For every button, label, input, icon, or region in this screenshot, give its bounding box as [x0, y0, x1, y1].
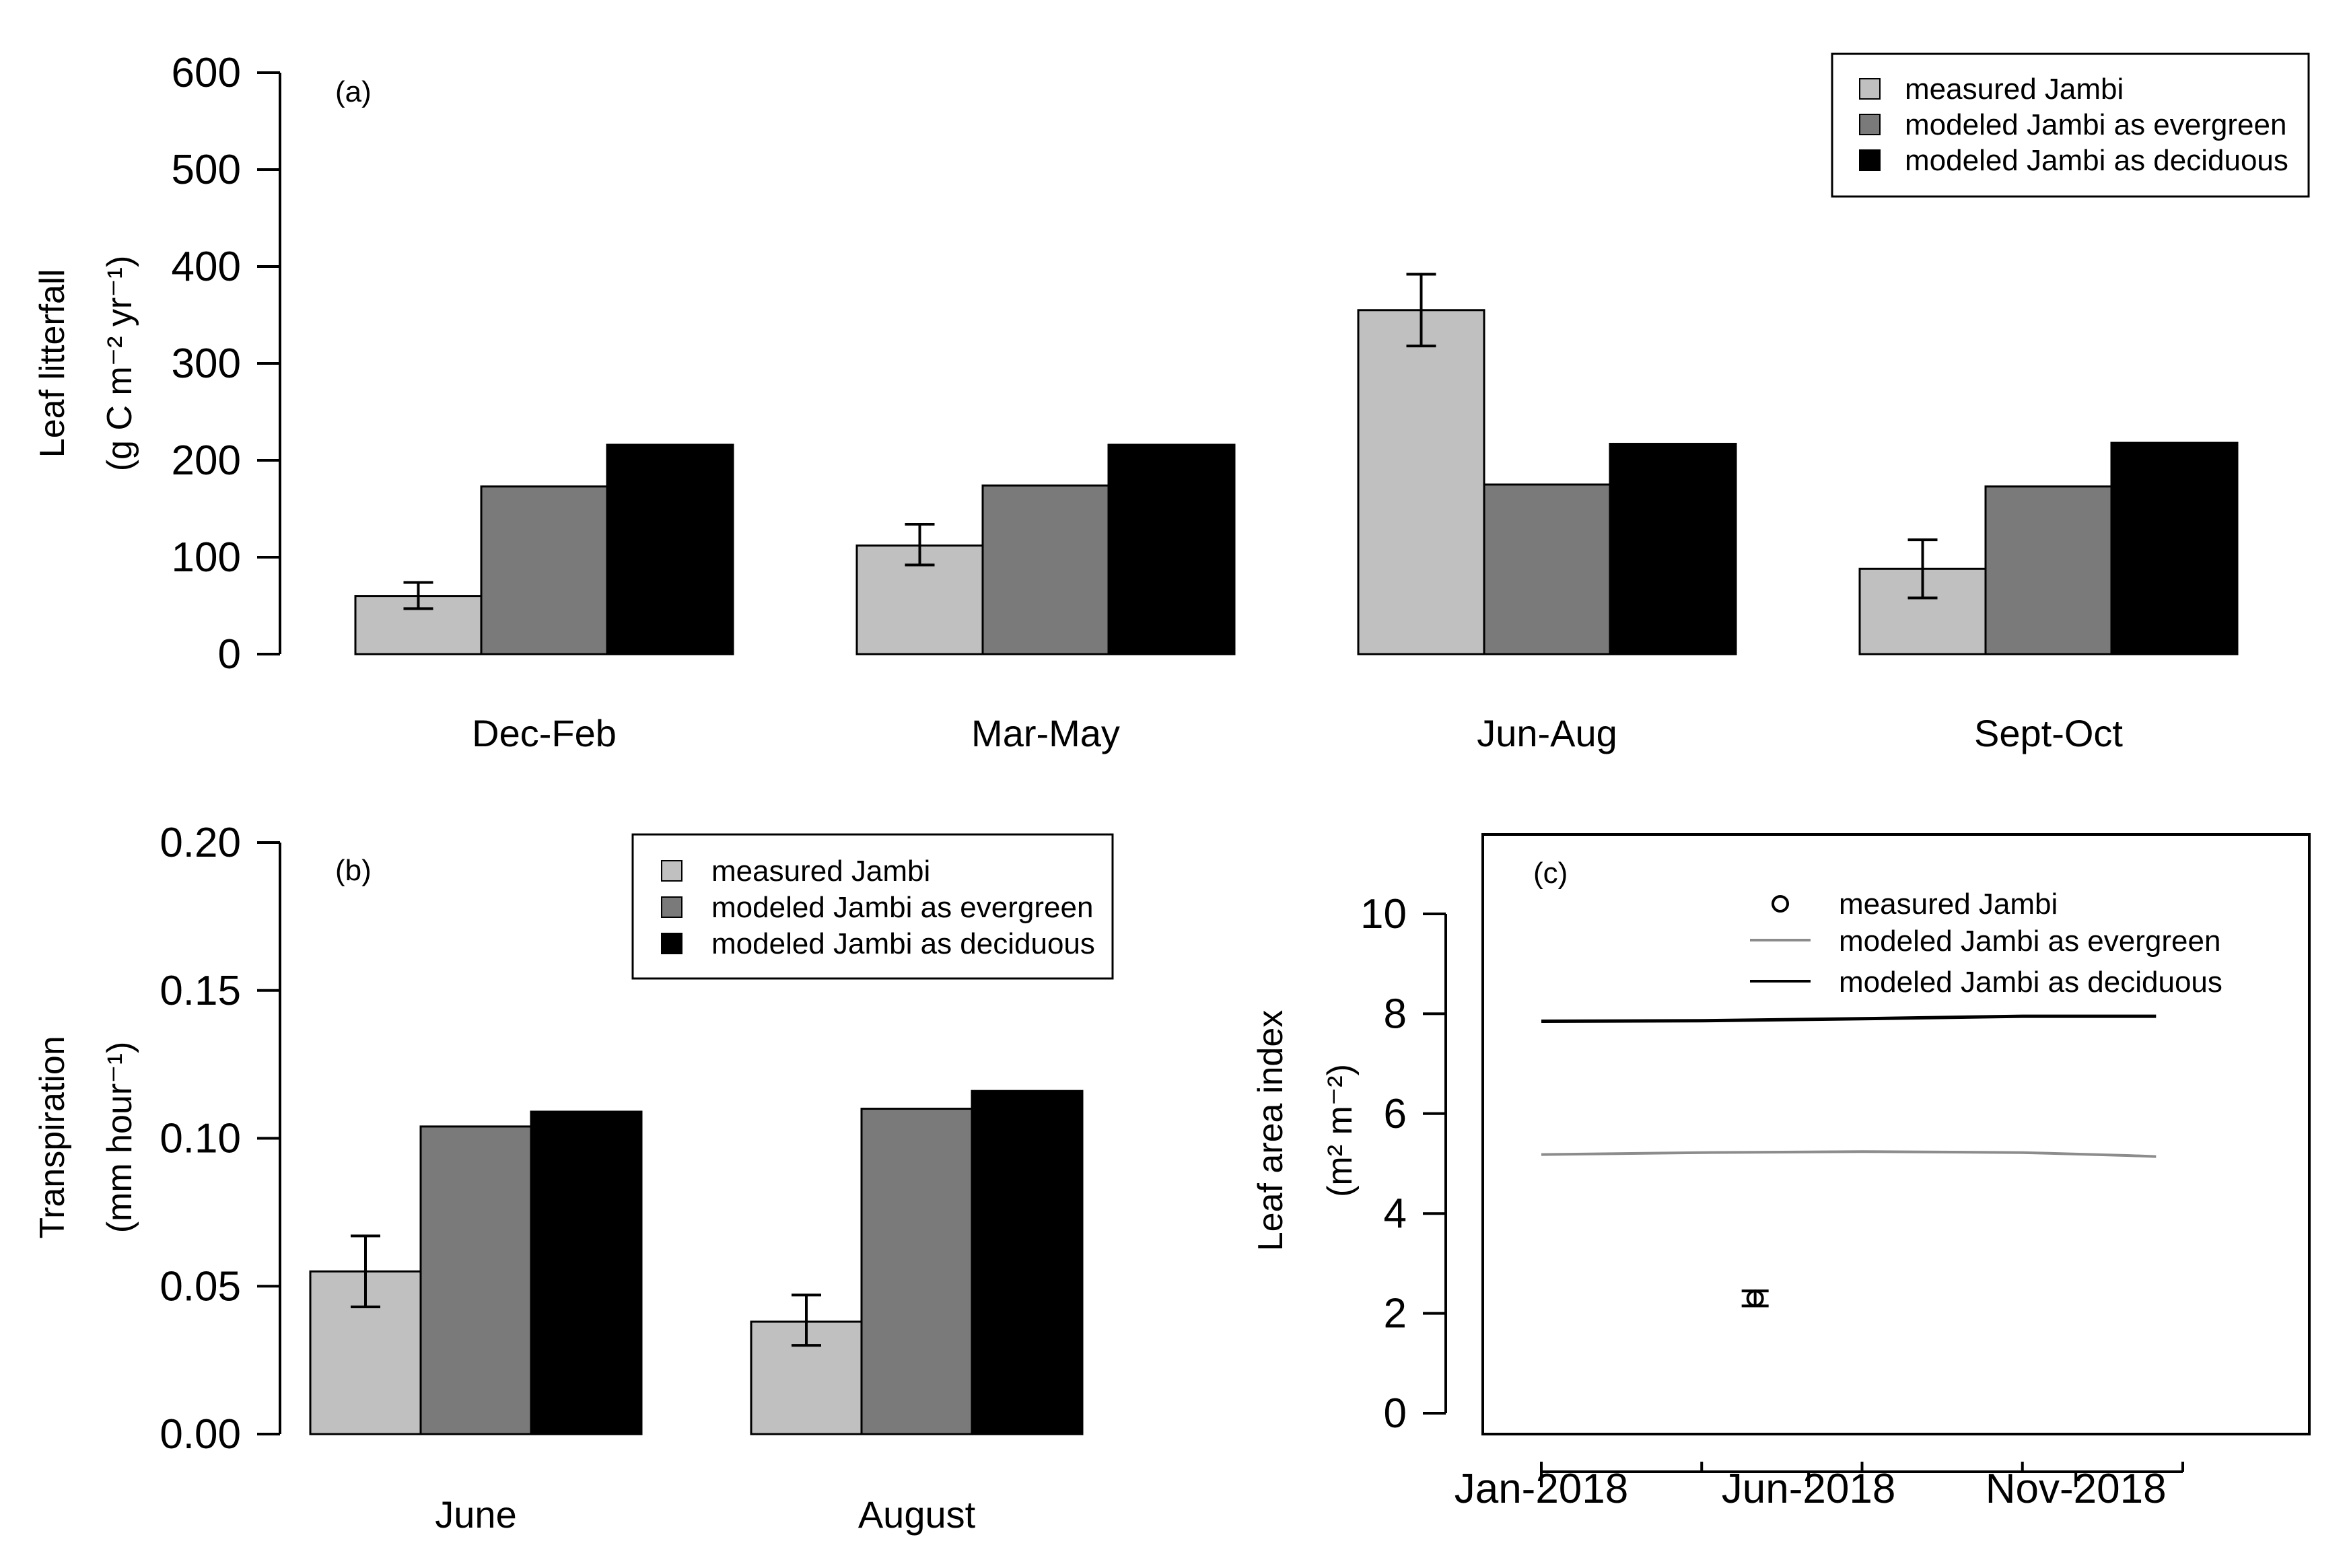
panel-b-y-ticks: 0.00 0.05 0.10 0.15 0.20 — [160, 820, 280, 1458]
bar-deciduous — [971, 1090, 1084, 1435]
y-tick-label: 100 — [172, 534, 241, 581]
panel-c-y-title: Leaf area index — [1251, 1010, 1290, 1252]
y-tick-label: 0.10 — [160, 1116, 241, 1162]
x-tick-label: Jan-2018 — [1455, 1466, 1629, 1512]
panel-a-bars — [354, 273, 2239, 655]
panel-a-y-units: (g C m⁻² yr⁻¹) — [100, 256, 139, 472]
y-tick-label: 500 — [172, 147, 241, 193]
category-label: Dec-Feb — [472, 712, 617, 754]
panel-c-plot-frame — [1481, 833, 2311, 1435]
legend-swatch-deciduous — [1859, 149, 1881, 171]
y-tick-label: 8 — [1384, 991, 1407, 1037]
panel-c-y-units: (m² m⁻²) — [1321, 1064, 1360, 1197]
bar-measured — [1357, 309, 1485, 655]
y-tick-label: 0.20 — [160, 820, 241, 866]
y-tick-label: 10 — [1360, 891, 1407, 937]
panel-a-y-ticks: 0 100 200 300 400 500 600 — [172, 50, 280, 678]
panel-a-category-labels: Dec-Feb Mar-May Jun-Aug Sept-Oct — [472, 712, 2123, 754]
panel-b-tag: (b) — [335, 854, 372, 887]
y-tick-label: 0.15 — [160, 968, 241, 1014]
y-tick-label: 0 — [1384, 1390, 1407, 1437]
y-tick-label: 600 — [172, 50, 241, 96]
category-label: June — [435, 1493, 516, 1536]
bar-evergreen — [860, 1108, 973, 1435]
panel-c-tag: (c) — [1533, 857, 1568, 890]
legend-label-evergreen: modeled Jambi as evergreen — [1839, 925, 2220, 958]
legend-swatch-evergreen — [1859, 114, 1881, 135]
bar-deciduous — [2110, 441, 2239, 655]
legend-label-measured: measured Jambi — [1839, 888, 2058, 921]
legend-swatch-measured — [661, 860, 682, 882]
y-tick-label: 200 — [172, 437, 241, 484]
bar-evergreen — [1984, 485, 2113, 655]
y-tick-label: 0.05 — [160, 1263, 241, 1310]
y-tick-label: 0 — [218, 631, 241, 678]
legend-label-evergreen: modeled Jambi as evergreen — [711, 891, 1093, 924]
category-label: Mar-May — [971, 712, 1120, 754]
series-line-evergreen — [1541, 1150, 2157, 1158]
x-tick-label: Jun-2018 — [1722, 1466, 1896, 1512]
series-line-deciduous — [1541, 1014, 2157, 1023]
y-tick-label: 6 — [1384, 1091, 1407, 1137]
legend-box — [631, 833, 1114, 980]
panel-c-points — [1741, 1289, 1769, 1308]
bar-deciduous — [606, 443, 734, 655]
panel-a-tag: (a) — [335, 75, 372, 108]
y-tick-label: 0.00 — [160, 1411, 241, 1458]
panel-b-category-labels: June August — [435, 1493, 975, 1536]
legend-label-measured: measured Jambi — [1905, 73, 2124, 106]
bar-deciduous — [1107, 443, 1236, 655]
bar-evergreen — [981, 484, 1110, 655]
y-tick-label: 4 — [1384, 1190, 1407, 1237]
panel-a-y-title: Leaf litterfall — [33, 269, 72, 458]
y-tick-label: 400 — [172, 244, 241, 290]
panel-c-lines — [1541, 1014, 2157, 1158]
panel-a-leaf-litterfall: 0 100 200 300 400 500 600 Dec-Feb Mar-May Jun-Au… — [33, 50, 2310, 754]
panel-b-bars — [309, 1090, 1084, 1435]
legend-label-deciduous: modeled Jambi as deciduous — [1905, 144, 2288, 177]
panel-b-legend: measured Jambi modeled Jambi as evergree… — [631, 833, 1114, 980]
legend-marker-measured — [1772, 895, 1789, 913]
category-label: Jun-Aug — [1477, 712, 1617, 754]
legend-label-deciduous: modeled Jambi as deciduous — [711, 927, 1095, 960]
category-label: Sept-Oct — [1974, 712, 2123, 754]
bar-deciduous — [1609, 443, 1737, 655]
bar-evergreen — [419, 1125, 532, 1435]
legend-label-deciduous: modeled Jambi as deciduous — [1839, 966, 2222, 999]
panel-c-y-ticks: 0 2 4 6 8 10 — [1360, 891, 1446, 1437]
legend-label-measured: measured Jambi — [711, 855, 930, 888]
bar-evergreen — [480, 485, 608, 655]
panel-a-legend: measured Jambi modeled Jambi as evergree… — [1831, 52, 2310, 198]
panel-c-legend: measured Jambi modeled Jambi as evergree… — [1750, 888, 2222, 999]
panel-c-leaf-area-index: 0 2 4 6 8 10 Jan-2018 Jun-2018 Nov-2018 (c) Lea… — [1251, 833, 2311, 1512]
legend-swatch-deciduous — [661, 933, 682, 954]
panel-b-y-units: (mm hour⁻¹) — [100, 1042, 139, 1234]
panel-b-y-title: Transpiration — [33, 1036, 72, 1239]
panel-c-x-ticks: Jan-2018 Jun-2018 Nov-2018 — [1455, 1462, 2184, 1512]
panel-b-transpiration: 0.00 0.05 0.10 0.15 0.20 June August (b) Tran… — [33, 820, 1114, 1536]
y-tick-label: 300 — [172, 341, 241, 387]
data-point-measured — [1746, 1289, 1764, 1308]
y-tick-label: 2 — [1384, 1291, 1407, 1337]
legend-label-evergreen: modeled Jambi as evergreen — [1905, 108, 2286, 141]
bar-evergreen — [1483, 483, 1611, 655]
legend-box — [1831, 52, 2310, 198]
legend-swatch-measured — [1859, 78, 1881, 100]
legend-swatch-evergreen — [661, 896, 682, 918]
category-label: August — [858, 1493, 976, 1536]
x-tick-label: Nov-2018 — [1986, 1466, 2167, 1512]
bar-deciduous — [530, 1110, 643, 1435]
